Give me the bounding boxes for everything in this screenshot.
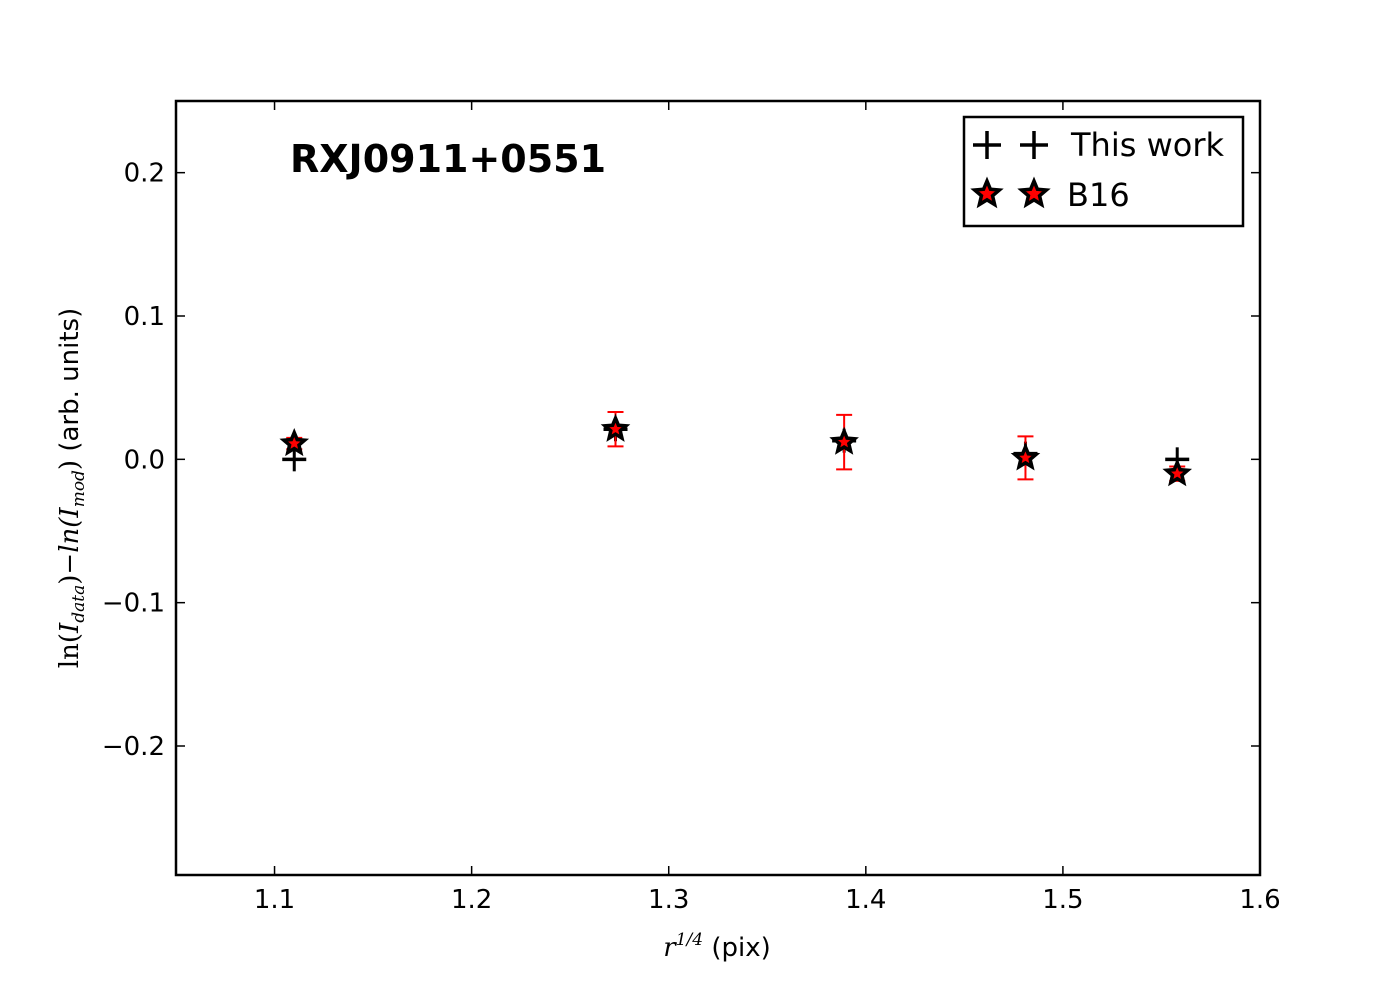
legend-label-b16: B16 <box>1067 176 1130 214</box>
plot-frame <box>174 99 1262 877</box>
y-label-close2: ) <box>55 460 85 470</box>
object-name-annotation: RXJ0911+0551 <box>290 137 606 181</box>
y-label-minus: − <box>55 553 85 575</box>
legend-plus-marker <box>973 131 1001 159</box>
y-tick-label: 0.0 <box>124 445 165 475</box>
x-axis-label: r1/4 (pix) <box>663 930 770 963</box>
y-label-var2: I <box>55 507 85 519</box>
y-axis-label: ln(Idata)−ln(Imod) (arb. units) <box>55 308 89 668</box>
y-label-var1: I <box>55 622 85 634</box>
y-label-ln2: ln( <box>55 517 85 553</box>
legend-plus-marker <box>1020 131 1048 159</box>
y-label-unit: (arb. units) <box>55 308 85 460</box>
x-tick-label: 1.3 <box>648 885 689 915</box>
y-label-sub2: mod <box>69 470 89 507</box>
legend-box <box>962 115 1245 228</box>
y-tick-label: −0.1 <box>102 589 165 619</box>
x-tick-label: 1.4 <box>845 885 886 915</box>
x-label-unit: (pix) <box>703 933 771 963</box>
b16-point <box>600 411 631 448</box>
b16-point <box>1162 458 1193 487</box>
plot-marks <box>279 411 1193 487</box>
legend: This work B16 <box>962 115 1245 228</box>
x-tick-label: 1.1 <box>254 885 295 915</box>
y-tick-label: 0.2 <box>124 159 165 189</box>
y-tick-label: −0.2 <box>102 732 165 762</box>
legend-star-marker <box>970 176 1004 209</box>
b16-point <box>829 413 859 471</box>
legend-star-marker <box>1017 176 1051 209</box>
x-tick-label: 1.2 <box>451 885 492 915</box>
y-label-close1: ) <box>55 575 85 585</box>
legend-label-this-work: This work <box>1070 126 1224 164</box>
b16-point <box>1010 435 1041 481</box>
x-label-sup: 1/4 <box>676 930 703 950</box>
axis-ticks: 1.1 1.2 1.3 1.4 1.5 1.6 0.2 0.1 0.0 −0.1 −0.2 <box>102 101 1281 915</box>
y-tick-label: 0.1 <box>124 302 165 332</box>
b16-point <box>279 428 310 457</box>
y-label-ln1: ln( <box>55 633 85 668</box>
x-tick-label: 1.6 <box>1239 885 1280 915</box>
x-label-var: r <box>663 933 677 963</box>
y-label-sub1: data <box>69 585 89 623</box>
x-tick-label: 1.5 <box>1042 885 1083 915</box>
this-work-point <box>282 447 307 472</box>
